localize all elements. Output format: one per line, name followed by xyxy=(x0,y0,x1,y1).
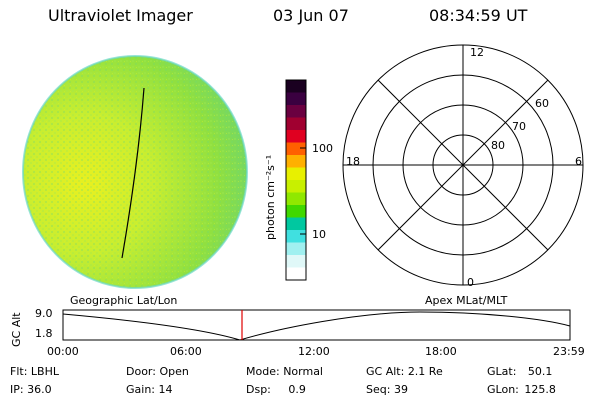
info-glon: GLon: 125.8 xyxy=(487,383,556,396)
color-scale-bar xyxy=(286,80,306,281)
time-tick-3: 18:00 xyxy=(425,345,457,358)
colorbar-segment xyxy=(286,142,306,156)
info-dsp: Dsp: 0.9 xyxy=(246,383,306,396)
mlt-label-6: 6 xyxy=(575,155,582,168)
info-gain: Gain: 14 xyxy=(126,383,173,396)
colorbar-segment xyxy=(286,255,306,268)
colorbar-segment xyxy=(286,80,306,93)
colorbar-segment xyxy=(286,92,306,106)
gc-alt-axis-label: GC Alt xyxy=(10,312,23,347)
time-label: 08:34:59 UT xyxy=(429,6,528,25)
info-mode: Mode: Normal xyxy=(246,365,323,378)
mlt-label-18: 18 xyxy=(346,155,360,168)
polar-mlt-grid xyxy=(342,44,584,286)
lat-label-80: 80 xyxy=(491,139,505,152)
colorbar-segment xyxy=(286,130,306,143)
colorbar-segment xyxy=(286,267,306,281)
time-tick-2: 12:00 xyxy=(298,345,330,358)
colorbar-segment xyxy=(286,117,306,131)
colorbar-segment xyxy=(286,217,306,231)
lat-label-70: 70 xyxy=(512,120,526,133)
info-door: Door: Open xyxy=(126,365,189,378)
time-tick-0: 00:00 xyxy=(47,345,79,358)
lat-label-60: 60 xyxy=(535,97,549,110)
colorbar-segment xyxy=(286,155,306,168)
uv-image-disc xyxy=(22,55,248,289)
colorbar-segment xyxy=(286,242,306,256)
info-ip: IP: 36.0 xyxy=(10,383,52,396)
colorbar-segment xyxy=(286,230,306,243)
time-tick-4: 23:59 xyxy=(553,345,585,358)
colorbar-unit-label: photon cm⁻²s⁻¹ xyxy=(264,154,277,240)
date-label: 03 Jun 07 xyxy=(273,6,349,25)
geographic-label: Geographic Lat/Lon xyxy=(70,294,178,307)
info-glat: GLat: 50.1 xyxy=(487,365,553,378)
app-title: Ultraviolet Imager xyxy=(48,6,193,25)
terminator-line xyxy=(121,87,145,259)
apex-label: Apex MLat/MLT xyxy=(425,294,508,307)
colorbar-segment xyxy=(286,105,306,118)
colorbar-segment xyxy=(286,167,306,181)
mlt-label-0: 0 xyxy=(467,276,474,289)
colorbar-segment xyxy=(286,180,306,193)
altitude-plot xyxy=(62,309,571,341)
info-seq: Seq: 39 xyxy=(366,383,408,396)
colorbar-segment xyxy=(286,205,306,218)
mlt-label-12: 12 xyxy=(470,46,484,59)
colorbar-segment xyxy=(286,192,306,206)
info-filter: Flt: LBHL xyxy=(10,365,59,378)
colorbar-tick-10: 10 xyxy=(312,228,326,241)
alt-tick-top: 9.0 xyxy=(35,307,53,320)
time-tick-1: 06:00 xyxy=(170,345,202,358)
alt-tick-bottom: 1.8 xyxy=(35,327,53,340)
info-gc-alt: GC Alt: 2.1 Re xyxy=(366,365,443,378)
colorbar-tick-100: 100 xyxy=(312,142,333,155)
